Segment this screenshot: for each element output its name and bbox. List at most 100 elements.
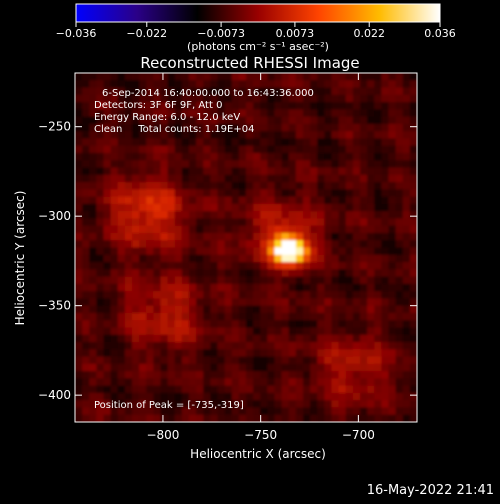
heatmap-cell bbox=[167, 102, 176, 110]
heatmap-cell bbox=[146, 414, 154, 422]
heatmap-cell bbox=[103, 254, 112, 263]
heatmap-cell bbox=[295, 334, 304, 343]
heatmap-cell bbox=[381, 276, 390, 285]
heatmap-cell bbox=[352, 160, 361, 169]
heatmap-cell bbox=[117, 254, 126, 263]
heatmap-cell bbox=[331, 203, 340, 212]
heatmap-cell bbox=[260, 283, 268, 292]
heatmap-cell bbox=[160, 152, 169, 161]
heatmap-cell bbox=[295, 247, 304, 256]
heatmap-cell bbox=[110, 94, 119, 103]
heatmap-cell bbox=[82, 189, 90, 198]
heatmap-cell bbox=[132, 385, 140, 394]
heatmap-cell bbox=[288, 196, 297, 205]
heatmap-cell bbox=[238, 342, 247, 350]
heatmap-cell bbox=[124, 283, 133, 292]
heatmap-cell bbox=[132, 145, 140, 154]
heatmap-cell bbox=[196, 385, 204, 394]
heatmap-cell bbox=[345, 262, 354, 270]
heatmap-cell bbox=[345, 385, 354, 394]
heatmap-cell bbox=[89, 320, 97, 329]
heatmap-cell bbox=[89, 123, 97, 132]
heatmap-cell bbox=[217, 116, 226, 125]
heatmap-cell bbox=[374, 87, 382, 96]
heatmap-cell bbox=[295, 145, 304, 154]
heatmap-cell bbox=[324, 283, 333, 292]
heatmap-cell bbox=[103, 167, 112, 176]
heatmap-cell bbox=[324, 342, 333, 350]
heatmap-cell bbox=[281, 203, 290, 212]
heatmap-cell bbox=[238, 247, 247, 256]
heatmap-cell bbox=[103, 400, 112, 409]
heatmap-cell bbox=[82, 116, 90, 125]
heatmap-cell bbox=[317, 356, 325, 365]
heatmap-cell bbox=[288, 131, 297, 140]
heatmap-cell bbox=[331, 356, 340, 365]
heatmap-cell bbox=[317, 80, 325, 89]
heatmap-cell bbox=[338, 123, 347, 132]
heatmap-cell bbox=[388, 225, 397, 234]
heatmap-cell bbox=[246, 196, 254, 205]
heatmap-cell bbox=[160, 203, 169, 212]
heatmap-cell bbox=[231, 160, 240, 169]
heatmap-cell bbox=[96, 407, 105, 416]
heatmap-cell bbox=[367, 123, 375, 132]
heatmap-cell bbox=[103, 232, 112, 241]
heatmap-cell bbox=[246, 225, 254, 234]
heatmap-cell bbox=[231, 189, 240, 198]
heatmap-cell bbox=[367, 385, 375, 394]
heatmap-cell bbox=[374, 116, 382, 125]
heatmap-cell bbox=[267, 320, 276, 329]
heatmap-cell bbox=[174, 102, 183, 110]
heatmap-cell bbox=[331, 225, 340, 234]
heatmap-cell bbox=[124, 356, 133, 365]
heatmap-cell bbox=[402, 298, 411, 307]
heatmap-cell bbox=[231, 283, 240, 292]
heatmap-cell bbox=[174, 269, 183, 278]
heatmap-cell bbox=[260, 102, 268, 110]
heatmap-cell bbox=[310, 232, 318, 241]
heatmap-cell bbox=[317, 400, 325, 409]
heatmap-cell bbox=[146, 283, 154, 292]
heatmap-cell bbox=[310, 349, 318, 358]
heatmap-cell bbox=[146, 203, 154, 212]
heatmap-cell bbox=[82, 73, 90, 81]
heatmap-cell bbox=[367, 334, 375, 343]
heatmap-cell bbox=[89, 167, 97, 176]
heatmap-cell bbox=[153, 342, 162, 350]
heatmap-cell bbox=[324, 116, 333, 125]
heatmap-cell bbox=[281, 378, 290, 387]
heatmap-cell bbox=[231, 269, 240, 278]
heatmap-cell bbox=[409, 356, 417, 365]
heatmap-cell bbox=[317, 385, 325, 394]
heatmap-cell bbox=[160, 218, 169, 227]
heatmap-cell bbox=[367, 378, 375, 387]
heatmap-cell bbox=[103, 269, 112, 278]
heatmap-cell bbox=[352, 298, 361, 307]
heatmap-cell bbox=[124, 138, 133, 147]
heatmap-cell bbox=[381, 211, 390, 220]
heatmap-cell bbox=[388, 320, 397, 329]
heatmap-cell bbox=[103, 385, 112, 394]
heatmap-cell bbox=[317, 305, 325, 314]
heatmap-cell bbox=[288, 400, 297, 409]
heatmap-cell bbox=[288, 305, 297, 314]
heatmap-cell bbox=[246, 232, 254, 241]
heatmap-cell bbox=[324, 232, 333, 241]
heatmap-cell bbox=[167, 262, 176, 270]
heatmap-cell bbox=[246, 269, 254, 278]
heatmap-cell bbox=[402, 160, 411, 169]
heatmap-cell bbox=[409, 349, 417, 358]
info-line-detectors: Detectors: 3F 6F 9F, Att 0 bbox=[94, 100, 222, 111]
heatmap-cell bbox=[310, 378, 318, 387]
heatmap-cell bbox=[360, 225, 368, 234]
heatmap-cell bbox=[167, 283, 176, 292]
heatmap-cell bbox=[260, 356, 268, 365]
heatmap-cell bbox=[153, 196, 162, 205]
heatmap-cell bbox=[75, 174, 83, 183]
heatmap-cell bbox=[189, 269, 197, 278]
heatmap-cell bbox=[395, 400, 404, 409]
heatmap-cell bbox=[246, 94, 254, 103]
heatmap-cell bbox=[231, 218, 240, 227]
heatmap-cell bbox=[267, 385, 276, 394]
